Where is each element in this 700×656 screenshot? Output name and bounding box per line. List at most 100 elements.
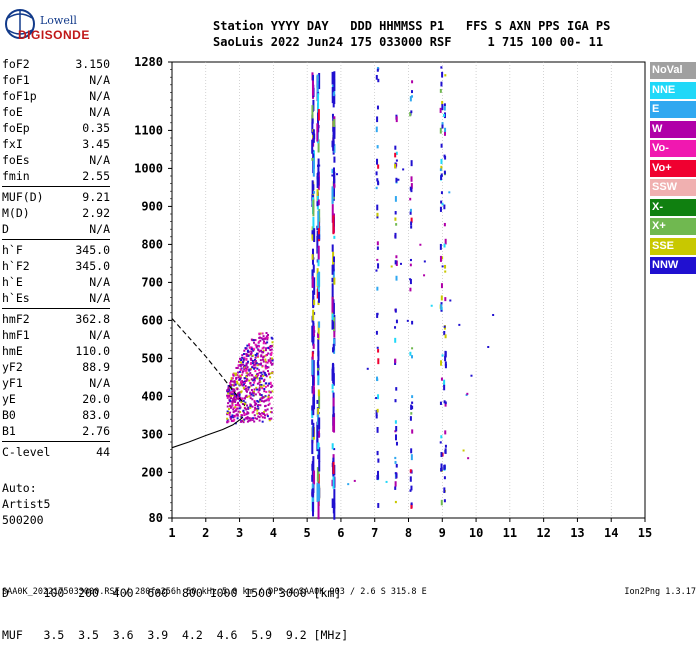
echo-mark	[237, 401, 240, 404]
echo-mark	[229, 406, 232, 409]
legend-item: NoVal	[650, 62, 696, 79]
echo-mark	[269, 357, 272, 360]
interference-mark	[395, 473, 398, 478]
echo-mark	[227, 420, 230, 423]
autoscaling-info: Auto: Artist5 500200	[2, 480, 50, 528]
echo-mark	[245, 413, 248, 416]
echo-mark	[255, 386, 258, 389]
param-label: B1	[2, 424, 16, 438]
y-tick-label: 400	[141, 389, 163, 403]
echo-mark	[254, 362, 257, 365]
echo-mark	[261, 416, 264, 419]
interference-mark	[439, 107, 442, 113]
interference-mark	[317, 502, 320, 520]
echo-mark	[269, 383, 272, 386]
echo-mark	[246, 404, 249, 407]
noise-mark	[375, 397, 378, 400]
noise-mark	[458, 323, 461, 326]
echo-mark	[249, 405, 252, 408]
echo-mark	[260, 371, 263, 374]
echo-mark	[245, 358, 248, 361]
echo-mark	[263, 414, 266, 417]
echo-mark	[261, 420, 264, 423]
echo-mark	[246, 407, 249, 410]
muf-distance-row: D 100 200 400 600 800 1000 1500 3000 [km…	[2, 586, 342, 600]
echo-mark	[234, 414, 237, 417]
echo-mark	[226, 421, 229, 424]
interference-mark	[316, 482, 319, 502]
echo-mark	[232, 398, 235, 401]
interference-mark	[331, 186, 334, 204]
x-tick-label: 14	[604, 526, 618, 540]
interference-mark	[332, 144, 335, 151]
legend-item: NNE	[650, 81, 696, 99]
interference-mark	[440, 463, 443, 468]
echo-mark	[248, 379, 251, 382]
param-row: hmF2 362.8	[2, 311, 110, 327]
echo-mark	[264, 337, 267, 340]
echo-mark	[254, 343, 257, 346]
echo-mark	[257, 407, 260, 410]
interference-mark	[311, 385, 314, 394]
interference-mark	[410, 355, 413, 359]
interference-mark	[316, 123, 319, 142]
interference-mark	[332, 476, 335, 489]
echo-mark	[265, 332, 268, 335]
interference-mark	[440, 302, 443, 305]
interference-mark	[440, 66, 443, 69]
x-tick-label: 7	[371, 526, 378, 540]
logo-lowell: Lowell	[40, 14, 77, 27]
echo-mark	[244, 347, 247, 350]
echo-mark	[254, 404, 257, 407]
param-row: yF1 N/A	[2, 375, 110, 391]
legend-item: Vo-	[650, 140, 696, 157]
echo-mark	[231, 384, 234, 387]
echo-mark	[267, 370, 270, 373]
interference-mark	[394, 163, 397, 169]
echo-mark	[233, 395, 236, 398]
echo-mark	[259, 404, 262, 407]
echo-mark	[230, 394, 233, 397]
interference-mark	[395, 159, 398, 162]
echo-mark	[262, 338, 265, 341]
echo-mark	[256, 399, 259, 402]
param-value: N/A	[89, 222, 110, 236]
interference-mark	[440, 158, 443, 165]
param-value: N/A	[89, 291, 110, 305]
interference-mark	[313, 277, 316, 295]
echo-mark	[248, 417, 251, 420]
interference-mark	[311, 75, 314, 86]
interference-mark	[443, 204, 446, 210]
echo-mark	[262, 384, 265, 387]
param-row: yF2 88.9	[2, 359, 110, 375]
echo-mark	[259, 398, 262, 401]
echo-mark	[250, 417, 253, 420]
param-separator	[2, 441, 110, 442]
interference-mark	[394, 260, 397, 265]
param-value: N/A	[89, 153, 110, 167]
noise-mark	[390, 265, 393, 268]
interference-mark	[444, 74, 447, 77]
echo-mark	[258, 345, 261, 348]
interference-mark	[333, 183, 336, 189]
interference-mark	[375, 171, 378, 176]
echo-mark	[242, 399, 245, 402]
x-tick-label: 4	[270, 526, 277, 540]
echo-mark	[270, 348, 273, 351]
echo-mark	[255, 407, 258, 410]
param-label: foF1	[2, 73, 30, 87]
echo-mark	[246, 417, 249, 420]
echo-mark	[255, 352, 258, 355]
interference-mark	[376, 178, 379, 182]
echo-mark	[232, 390, 235, 393]
interference-mark	[313, 299, 316, 305]
echo-mark	[237, 395, 240, 398]
echo-mark	[246, 395, 249, 398]
echo-mark	[261, 358, 264, 361]
interference-mark	[331, 113, 334, 118]
echo-mark	[259, 359, 262, 362]
interference-mark	[311, 405, 314, 416]
interference-mark	[410, 110, 413, 114]
interference-mark	[409, 351, 412, 356]
echo-mark	[271, 390, 274, 393]
